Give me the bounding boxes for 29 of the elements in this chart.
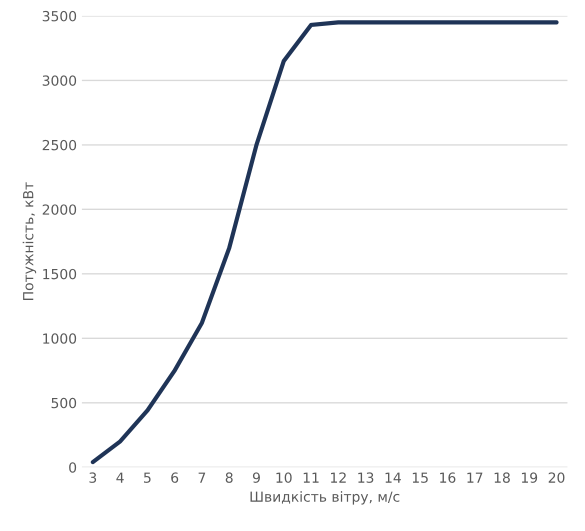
x-tick-label: 13 <box>358 472 374 483</box>
x-tick-label: 8 <box>226 472 233 483</box>
y-tick-label: 3500 <box>42 10 76 22</box>
x-tick-label: 12 <box>331 472 346 483</box>
x-tick-label: 15 <box>412 472 428 483</box>
x-tick-label: 19 <box>522 472 538 483</box>
x-tick-label: 6 <box>171 472 178 483</box>
line-series <box>90 20 559 464</box>
x-tick-label: 5 <box>144 472 151 483</box>
x-tick-label: 16 <box>440 472 456 483</box>
x-tick-label: 7 <box>198 472 206 483</box>
x-tick-label: 9 <box>252 472 260 483</box>
x-tick-label: 3 <box>89 472 96 483</box>
y-tick-label: 3000 <box>42 75 76 86</box>
y-tick-label: 2500 <box>42 140 76 150</box>
x-tick-label: 11 <box>304 472 319 483</box>
y-tick-label: 2000 <box>42 204 76 215</box>
y-tick-label: 500 <box>52 398 76 408</box>
x-axis-title: Швидкість вітру, м/с <box>250 491 400 505</box>
y-tick-label: 1000 <box>43 333 76 344</box>
x-tick-label: 10 <box>276 472 292 483</box>
x-tick-label: 17 <box>467 472 482 483</box>
x-tick-label: 14 <box>386 472 401 483</box>
y-tick-label: 1500 <box>43 268 76 280</box>
x-tick-label: 20 <box>548 472 564 483</box>
y-tick-label: 0 <box>69 462 76 473</box>
x-tick-label: 18 <box>494 472 510 483</box>
x-tick-label: 4 <box>116 472 124 483</box>
y-axis-title: Потужність, кВт <box>22 182 36 300</box>
